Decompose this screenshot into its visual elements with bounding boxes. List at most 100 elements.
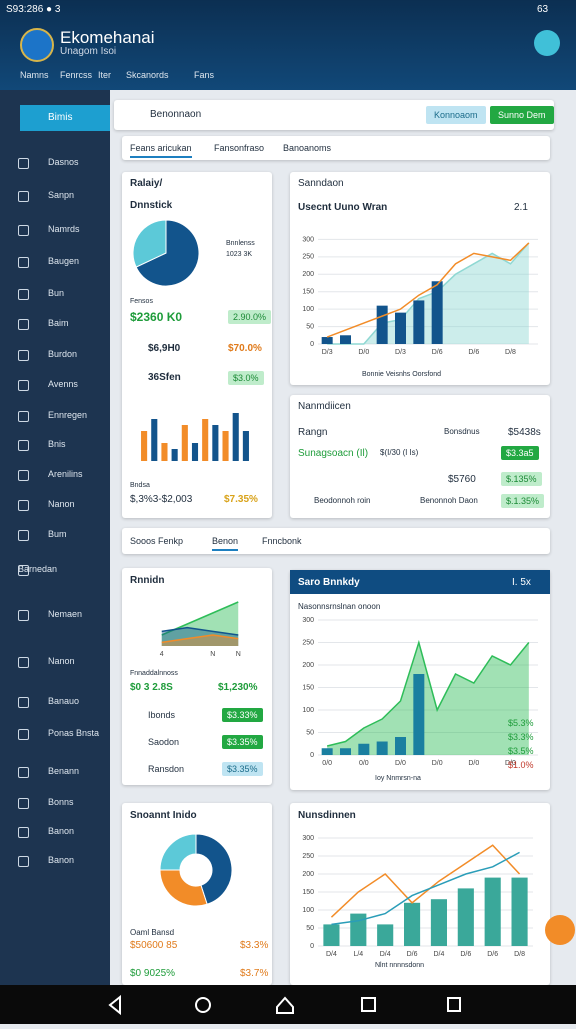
x-tick-label: 0/0 xyxy=(359,760,369,767)
footer: Ioy Nnmrsn-na xyxy=(375,775,421,782)
y-tick-label: 50 xyxy=(306,925,314,932)
nav-link[interactable]: Fans xyxy=(194,70,215,80)
button[interactable]: Konnoaom xyxy=(426,106,486,124)
corner: 2.1 xyxy=(514,202,528,213)
sidebar-icon xyxy=(18,827,29,838)
card-title: Nunsdinnen xyxy=(298,810,356,821)
side-value: $3.5% xyxy=(508,746,534,756)
area xyxy=(327,242,529,344)
bar xyxy=(484,877,501,946)
value: $1,230% xyxy=(218,682,258,693)
sidebar-item[interactable]: Nanon xyxy=(48,656,75,666)
item-label: Ibonds xyxy=(148,710,176,720)
sidebar-item[interactable]: Baugen xyxy=(48,256,80,266)
sidebar-item[interactable]: Burdon xyxy=(48,349,78,359)
side-value: $1.0% xyxy=(508,760,534,770)
combo-chart: 0 50 100 150 200 250 300 D/3 D/0 D/3 D/6 D/6 D/8 xyxy=(302,236,538,356)
tab[interactable]: Feans aricukan xyxy=(130,143,192,158)
sidebar-item[interactable]: Banauo xyxy=(48,696,80,706)
sidebar-icon xyxy=(18,319,29,330)
profile-button[interactable] xyxy=(534,30,560,56)
slice xyxy=(132,219,167,268)
tab[interactable]: Sooos Fenkp xyxy=(130,536,184,546)
x-tick-label: D/8 xyxy=(505,349,516,356)
sidebar-item[interactable]: Baim xyxy=(48,318,69,328)
sidebar-item[interactable]: Ponas Bnsta xyxy=(48,728,100,738)
button[interactable]: Sunno Dem xyxy=(490,106,554,124)
bar xyxy=(376,305,388,344)
fab[interactable] xyxy=(545,915,575,945)
bar xyxy=(340,335,351,344)
bar xyxy=(395,737,406,755)
sidebar-icon xyxy=(18,856,29,867)
tab[interactable]: Benon xyxy=(212,536,239,551)
combo-chart: 0 50 100 150 200 250 300 D/4 L/4 D/4 D/6 D/4 D/6 D/6 D… xyxy=(302,835,533,958)
chart-subtitle: Nasonnsrnslnan onoon xyxy=(298,602,381,611)
line xyxy=(330,844,521,918)
row-value: $5438s xyxy=(508,427,541,438)
app-title: Ekomehanai xyxy=(60,28,155,47)
tab[interactable]: Fansonfraso xyxy=(214,143,265,153)
sidebar-icon xyxy=(18,767,29,778)
bar xyxy=(350,913,367,946)
x-tick-label: D/6 xyxy=(468,349,479,356)
bar xyxy=(358,743,370,755)
value: $0 3 2.8S xyxy=(130,682,173,693)
menu-label: Bimis xyxy=(48,112,73,123)
sidebar-item[interactable]: Barnedan xyxy=(18,564,58,574)
sidebar-icon xyxy=(18,350,29,361)
tab[interactable]: Banoanoms xyxy=(283,143,332,153)
status-right: 63 xyxy=(537,4,549,15)
sidebar-icon xyxy=(18,657,29,668)
nav-link[interactable]: Iter xyxy=(98,70,112,80)
sidebar-item[interactable]: Bonns xyxy=(48,797,74,807)
sidebar-icon xyxy=(18,500,29,511)
y-tick-label: 300 xyxy=(302,236,314,243)
slice xyxy=(195,833,233,905)
bar xyxy=(377,924,394,946)
line xyxy=(161,626,239,636)
sidebar-item[interactable]: Banon xyxy=(48,826,75,836)
sidebar-item[interactable]: Bum xyxy=(48,529,67,539)
bar xyxy=(181,425,188,461)
nav-link[interactable]: Namns xyxy=(20,70,49,80)
sidebar-item[interactable]: Ennregen xyxy=(48,410,88,420)
nav-link[interactable]: Fenrcss xyxy=(60,70,93,80)
sidebar-item[interactable]: Banon xyxy=(48,855,75,865)
sidebar-item[interactable]: Bun xyxy=(48,288,65,298)
donut-chart xyxy=(159,833,233,907)
sidebar-icon xyxy=(18,380,29,391)
menu-button[interactable] xyxy=(20,105,110,131)
x-tick-label: 4 xyxy=(160,651,164,658)
bar xyxy=(321,748,333,755)
bar xyxy=(457,888,474,946)
y-tick-label: 100 xyxy=(302,707,314,714)
x-tick-label: D/4 xyxy=(326,951,337,958)
sidebar-item[interactable]: Arenilins xyxy=(48,469,83,479)
sidebar-icon xyxy=(18,225,29,236)
bar xyxy=(430,899,447,946)
slice xyxy=(159,833,197,871)
bar xyxy=(141,431,148,461)
sidebar-item[interactable]: Bnis xyxy=(48,439,66,449)
sidebar-icon xyxy=(18,440,29,451)
legend: Bnnlenss xyxy=(226,240,255,247)
sidebar-item[interactable]: Dasnos xyxy=(48,157,79,167)
card xyxy=(290,172,550,385)
sidebar-item[interactable]: Avenns xyxy=(48,379,78,389)
sidebar-icon xyxy=(18,257,29,268)
tab[interactable]: Fnncbonk xyxy=(262,536,302,546)
card-title: Snoannt Inido xyxy=(130,810,197,821)
row-label: Beodonnoh roin xyxy=(314,496,371,505)
sidebar-item[interactable]: Benann xyxy=(48,766,80,776)
sidebar-item[interactable]: Sanpn xyxy=(48,190,75,200)
nav-link[interactable]: Skcanords xyxy=(126,70,169,80)
search-input[interactable]: Benonnaon xyxy=(150,109,202,120)
sidebar-item[interactable]: Nanon xyxy=(48,499,75,509)
line xyxy=(326,242,530,338)
bar xyxy=(171,449,178,461)
bar xyxy=(202,419,209,461)
sidebar-item[interactable]: Namrds xyxy=(48,224,80,234)
bar xyxy=(404,902,421,946)
sidebar-item[interactable]: Nemaen xyxy=(48,609,83,619)
